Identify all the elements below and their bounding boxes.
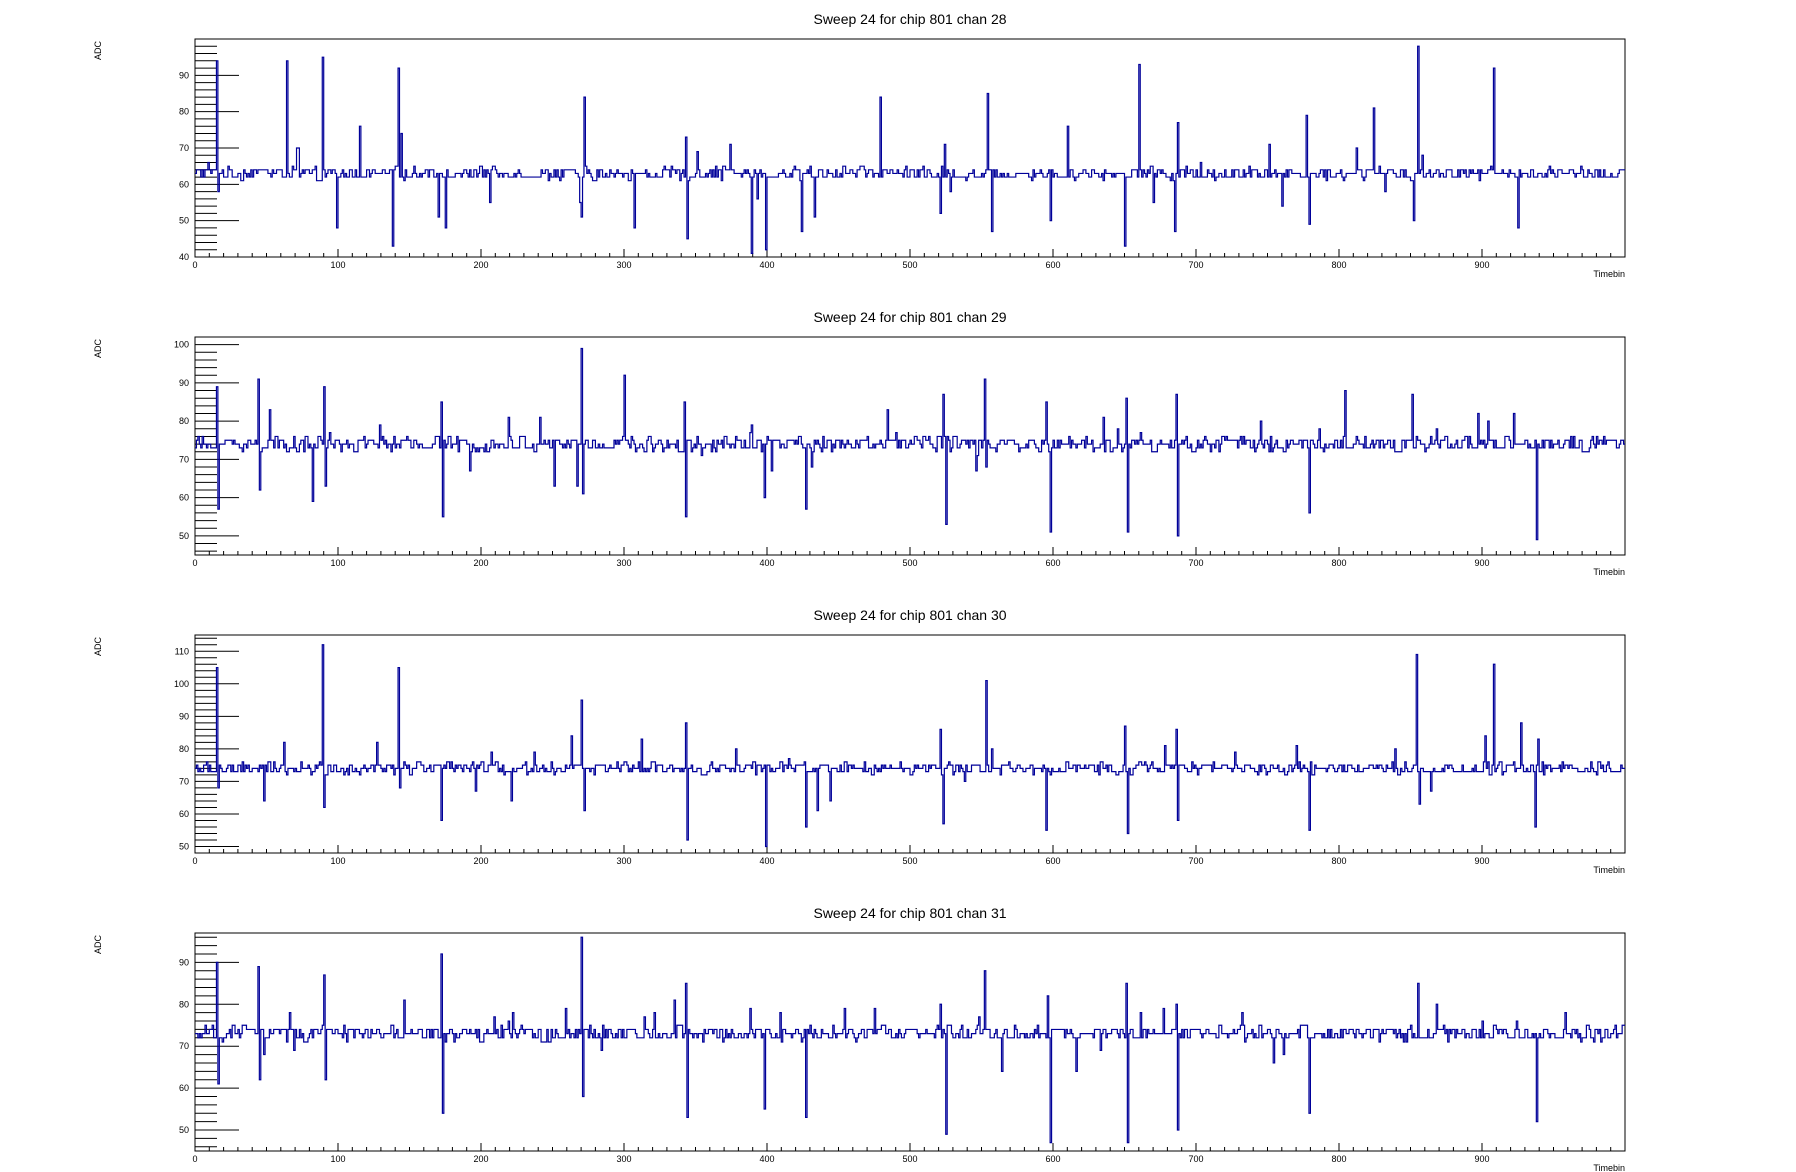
x-tick-label: 300 — [616, 856, 631, 866]
x-tick-label: 500 — [902, 558, 917, 568]
x-tick-label: 600 — [1045, 260, 1060, 270]
plot-frame — [194, 38, 1626, 258]
x-tick-label: 800 — [1331, 1154, 1346, 1164]
x-tick-label: 400 — [759, 1154, 774, 1164]
chart-title: Sweep 24 for chip 801 chan 31 — [813, 905, 1006, 921]
y-tick-label: 70 — [179, 143, 189, 153]
y-tick-label: 40 — [179, 252, 189, 262]
y-tick-label: 80 — [179, 416, 189, 426]
y-tick-label: 100 — [174, 340, 189, 350]
x-tick-label: 300 — [616, 558, 631, 568]
x-tick-label: 700 — [1188, 1154, 1203, 1164]
x-axis-label: Timebin — [1593, 269, 1625, 279]
y-tick-label: 50 — [179, 216, 189, 226]
x-tick-label: 100 — [330, 856, 345, 866]
y-tick-label: 90 — [179, 711, 189, 721]
y-axis-label: ADC — [93, 41, 103, 61]
x-tick-label: 100 — [330, 260, 345, 270]
y-tick-label: 50 — [179, 841, 189, 851]
adc-trace-line — [195, 347, 1625, 541]
x-tick-label: 0 — [192, 1154, 197, 1164]
x-tick-label: 400 — [759, 260, 774, 270]
chart-title: Sweep 24 for chip 801 chan 28 — [813, 11, 1006, 27]
x-tick-label: 100 — [330, 1154, 345, 1164]
y-tick-label: 90 — [179, 378, 189, 388]
adc-trace-line — [195, 936, 1625, 1144]
y-tick-label: 70 — [179, 454, 189, 464]
x-tick-label: 0 — [192, 856, 197, 866]
x-tick-label: 300 — [616, 260, 631, 270]
x-tick-label: 100 — [330, 558, 345, 568]
y-tick-label: 50 — [179, 531, 189, 541]
y-axis-label: ADC — [93, 637, 103, 657]
y-tick-label: 50 — [179, 1125, 189, 1135]
plot-frame — [194, 932, 1626, 1152]
x-tick-label: 200 — [473, 856, 488, 866]
x-tick-label: 900 — [1474, 856, 1489, 866]
x-tick-label: 900 — [1474, 1154, 1489, 1164]
adc-trace-line — [195, 644, 1625, 848]
x-tick-label: 0 — [192, 558, 197, 568]
x-axis-label: Timebin — [1593, 1163, 1625, 1172]
y-axis-label: ADC — [93, 935, 103, 955]
chart-title: Sweep 24 for chip 801 chan 30 — [813, 607, 1006, 623]
x-tick-label: 700 — [1188, 260, 1203, 270]
x-tick-label: 300 — [616, 1154, 631, 1164]
y-tick-label: 110 — [175, 646, 189, 656]
y-tick-label: 60 — [179, 1083, 189, 1093]
x-tick-label: 200 — [473, 1154, 488, 1164]
x-axis-label: Timebin — [1593, 865, 1625, 875]
y-axis-label: ADC — [93, 339, 103, 359]
x-tick-label: 200 — [473, 260, 488, 270]
x-tick-label: 500 — [902, 1154, 917, 1164]
x-tick-label: 400 — [759, 856, 774, 866]
x-tick-label: 700 — [1188, 856, 1203, 866]
y-tick-label: 60 — [179, 809, 189, 819]
y-tick-label: 80 — [179, 107, 189, 117]
y-tick-label: 60 — [179, 179, 189, 189]
x-tick-label: 0 — [192, 260, 197, 270]
y-tick-label: 80 — [179, 744, 189, 754]
y-tick-label: 60 — [179, 493, 189, 503]
x-tick-label: 200 — [473, 558, 488, 568]
x-tick-label: 800 — [1331, 260, 1346, 270]
x-tick-label: 800 — [1331, 856, 1346, 866]
x-tick-label: 600 — [1045, 1154, 1060, 1164]
y-tick-label: 90 — [179, 70, 189, 80]
x-tick-label: 500 — [902, 260, 917, 270]
x-tick-label: 800 — [1331, 558, 1346, 568]
y-tick-label: 90 — [179, 957, 189, 967]
y-tick-label: 70 — [179, 1041, 189, 1051]
x-tick-label: 700 — [1188, 558, 1203, 568]
y-tick-label: 70 — [179, 776, 189, 786]
chart-title: Sweep 24 for chip 801 chan 29 — [813, 309, 1006, 325]
y-tick-label: 80 — [179, 999, 189, 1009]
x-axis-label: Timebin — [1593, 567, 1625, 577]
x-tick-label: 400 — [759, 558, 774, 568]
plot-frame — [194, 634, 1626, 854]
x-tick-label: 600 — [1045, 856, 1060, 866]
x-tick-label: 600 — [1045, 558, 1060, 568]
x-tick-label: 500 — [902, 856, 917, 866]
x-tick-label: 900 — [1474, 558, 1489, 568]
x-tick-label: 900 — [1474, 260, 1489, 270]
y-tick-label: 100 — [174, 679, 189, 689]
adc-trace-line — [195, 45, 1625, 254]
plot-frame — [194, 336, 1626, 556]
